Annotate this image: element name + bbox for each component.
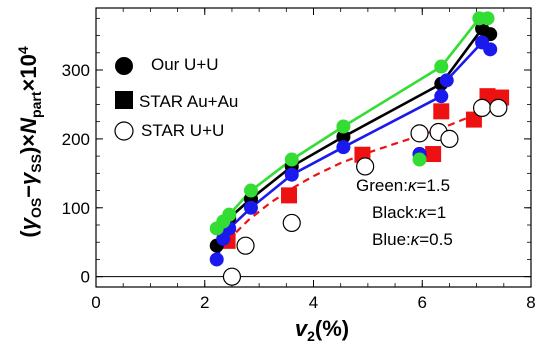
kappa-annotations: Green:κ=1.5 Black:κ=1 Blue:κ=0.5 [356,176,453,249]
data-point-circle [434,59,449,74]
x-axis-title: v2(%) [295,316,349,344]
x-tick-label: 4 [309,293,318,312]
y-tick-label: 0 [81,268,90,287]
data-point-square [425,146,442,163]
data-point-circle [412,152,427,167]
data-point-open-circle [489,98,508,117]
data-point-circle [243,200,258,215]
data-point-open-circle [236,236,255,255]
y-axis-title: (γOS−γSS)×Npart×104 [15,46,44,237]
legend: Our U+U STAR Au+Au STAR U+U [114,55,238,141]
data-point-open-circle [472,98,492,117]
x-tick-label: 2 [200,293,209,312]
data-point-square [281,187,298,204]
y-tick-label: 300 [62,61,90,80]
legend-marker-our-uu [115,57,133,75]
data-point-open-circle [282,213,301,233]
x-tick-label: 0 [91,293,100,312]
data-point-square [433,103,450,120]
legend-label-our-uu: Our U+U [151,55,219,74]
data-point-circle [284,167,299,182]
x-tick-label: 8 [526,293,535,312]
data-point-circle [434,89,449,104]
x-tick-label: 6 [418,293,427,312]
data-point-circle [336,129,351,144]
plot-area: 0 2 4 6 8 0 100 200 300 [62,7,536,312]
data-point-circle [480,11,495,26]
data-point-circle [222,207,237,222]
data-point-circle [216,231,231,246]
data-point-open-circle [410,124,429,143]
data-point-circle [336,140,351,155]
legend-marker-star-uu [114,121,134,141]
data-point-circle [439,73,454,88]
fit-curve-dashed [226,102,502,242]
data-point-circle [209,252,224,267]
annotation-black: Black:κ=1 [372,203,446,222]
y-tick-label: 200 [62,130,90,149]
data-point-circle [243,183,258,198]
legend-label-star-uu: STAR U+U [141,121,224,140]
data-point-open-circle [222,267,242,286]
annotation-green: Green:κ=1.5 [356,176,450,195]
annotation-blue: Blue:κ=0.5 [372,230,453,249]
data-point-circle [483,42,498,57]
data-point-circle [336,119,351,134]
data-point-open-circle [440,129,459,148]
data-point-open-circle [356,157,375,176]
data-point-circle [284,152,299,167]
y-tick-label: 100 [62,199,90,218]
legend-label-star-auau: STAR Au+Au [139,92,238,111]
legend-marker-star-auau [115,91,133,109]
